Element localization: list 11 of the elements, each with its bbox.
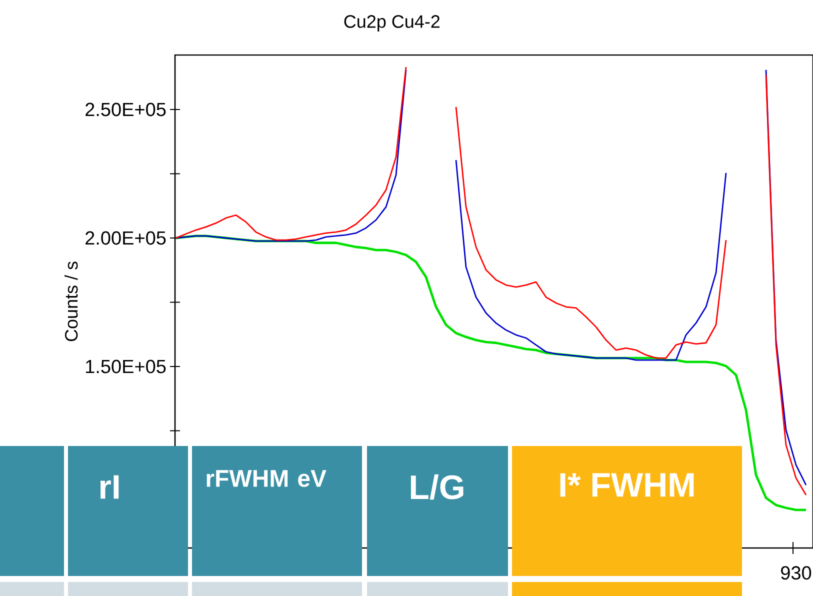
y-axis-title: Counts / s [64, 262, 78, 342]
annotation: rFWHM eV [206, 470, 326, 487]
annotation: I* FWHM [560, 473, 694, 497]
y-tick-label: 2.50E+05 [86, 102, 166, 116]
annotation: L/G [410, 474, 464, 500]
text: 930 [781, 566, 812, 580]
y-tick-label: 2.00E+05 [86, 231, 166, 245]
line-series [455, 106, 727, 359]
y-tick-label: 1.50E+05 [86, 360, 166, 374]
text: rI [100, 475, 119, 499]
chart-title: Cu2p Cu4-2 [344, 15, 440, 32]
